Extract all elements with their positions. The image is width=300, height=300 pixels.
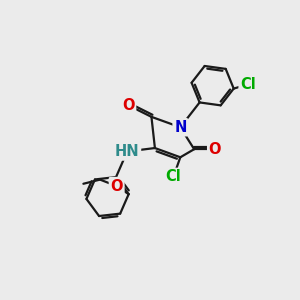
Text: O: O [209, 142, 221, 157]
Text: O: O [110, 178, 123, 194]
Text: Cl: Cl [240, 77, 256, 92]
Text: HN: HN [115, 144, 140, 159]
Text: O: O [122, 98, 135, 113]
Text: N: N [174, 120, 187, 135]
Text: Cl: Cl [166, 169, 181, 184]
